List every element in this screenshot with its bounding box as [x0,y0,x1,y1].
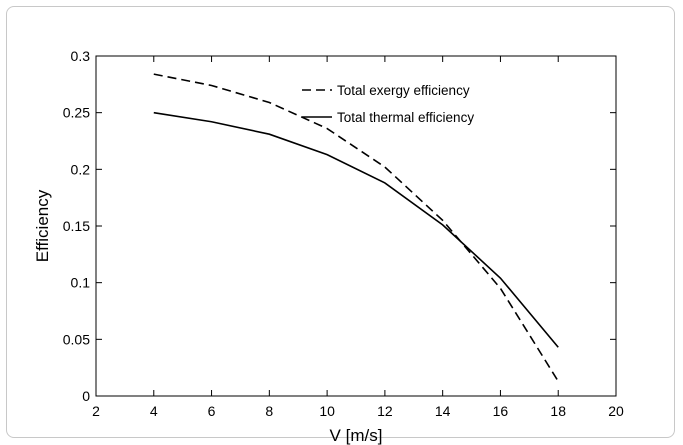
x-tick-label: 16 [493,403,509,419]
y-tick-label: 0.2 [71,161,91,177]
x-tick-label: 18 [550,403,566,419]
series-line-exergy [153,73,559,382]
y-tick-label: 0.25 [63,105,90,121]
y-tick-label: 0.05 [63,331,90,347]
series-line-thermal [153,111,559,348]
legend-label: Total exergy efficiency [337,83,470,98]
y-tick-label: 0.15 [63,218,90,234]
legend-label: Total thermal efficiency [337,110,474,125]
y-axis-label: Efficiency [33,189,52,262]
x-tick-label: 10 [319,403,335,419]
x-axis-label: V [m/s] [330,426,383,445]
x-tick-label: 20 [608,403,624,419]
x-tick-label: 8 [265,403,273,419]
x-tick-label: 2 [92,403,100,419]
x-tick-label: 12 [377,403,393,419]
x-tick-label: 14 [435,403,451,419]
y-tick-label: 0.1 [71,275,91,291]
plot-area [95,55,617,397]
y-tick-label: 0 [82,388,90,404]
y-tick-label: 0.3 [71,48,91,64]
legend: Total exergy efficiency Total thermal eff… [302,83,474,125]
axis-ticks: 2 4 6 8 10 12 14 16 18 20 0 0.05 0.1 0.15 0.2 0.25 0.3 [63,48,624,419]
x-tick-label: 4 [150,403,158,419]
x-tick-label: 6 [208,403,216,419]
series-lines [153,73,559,382]
